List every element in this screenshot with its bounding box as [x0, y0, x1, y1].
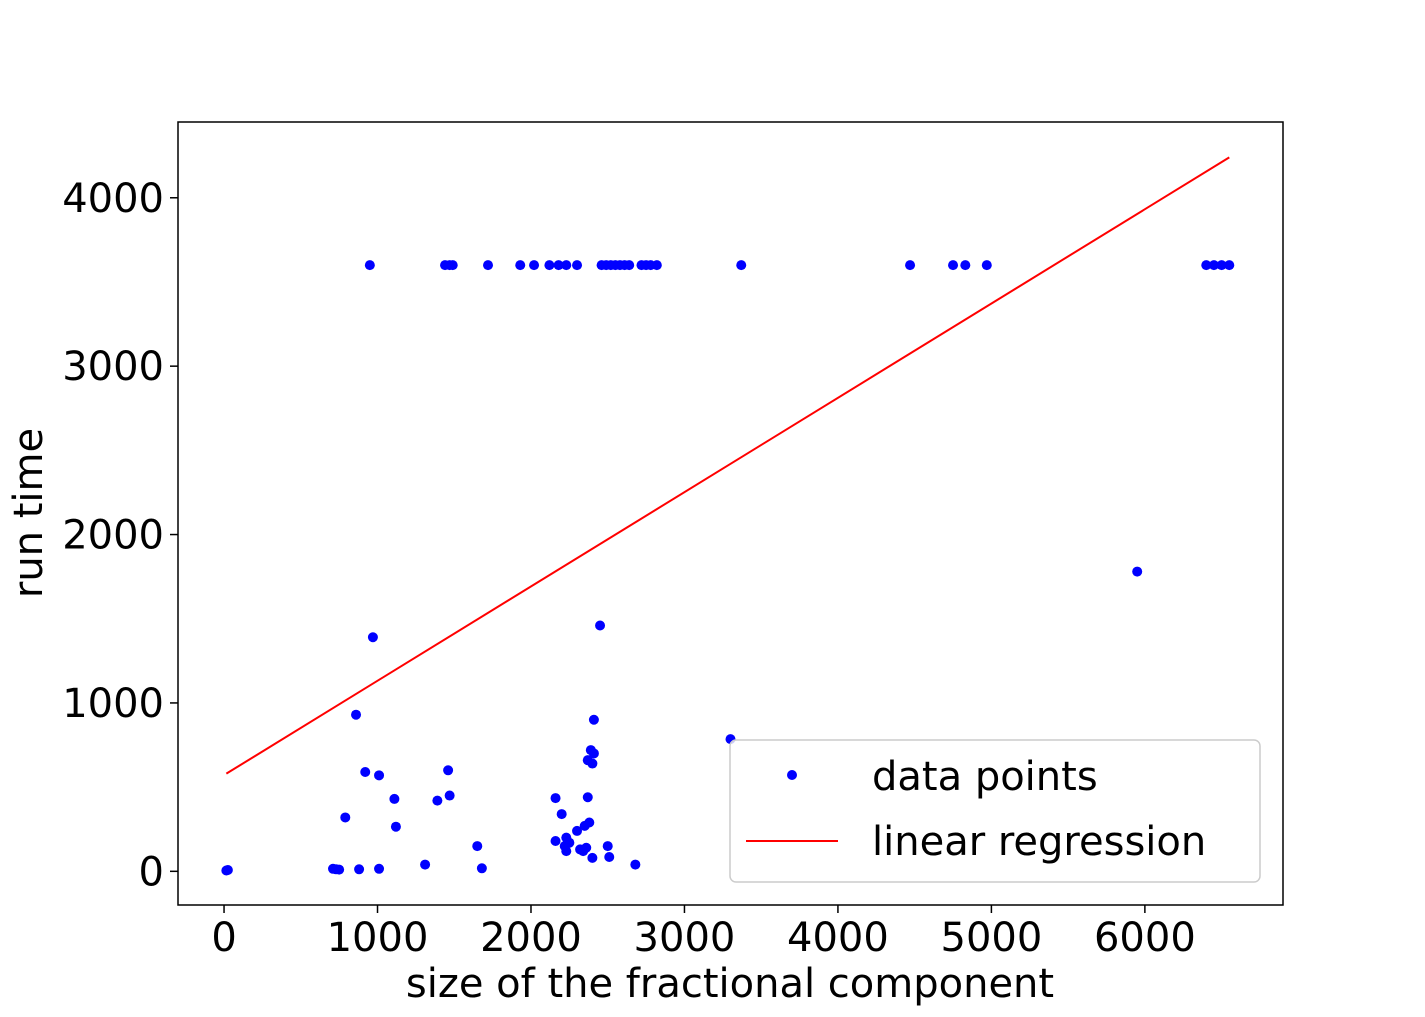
- legend-label-linear-regression: linear regression: [872, 819, 1206, 865]
- data-point: [981, 260, 992, 271]
- data-point: [581, 842, 592, 853]
- data-point: [374, 863, 385, 874]
- y-tick-label: 0: [139, 849, 164, 895]
- data-point: [550, 793, 561, 804]
- data-point: [561, 260, 572, 271]
- data-point: [587, 852, 598, 863]
- y-axis-ticks: 0 1000 2000 3000 4000: [62, 176, 178, 895]
- y-axis-label: run time: [6, 428, 52, 598]
- data-point: [960, 260, 971, 271]
- y-tick-label: 3000: [62, 344, 164, 390]
- x-tick-label: 0: [211, 915, 236, 961]
- data-point: [651, 260, 662, 271]
- data-point: [905, 260, 916, 271]
- points-layer: [221, 260, 1235, 876]
- data-point: [334, 864, 345, 875]
- data-point: [630, 859, 641, 870]
- x-tick-label: 5000: [941, 915, 1043, 961]
- data-point: [561, 846, 572, 857]
- data-point: [544, 260, 555, 271]
- data-point: [476, 863, 487, 874]
- legend-marker-data-points: [787, 770, 797, 780]
- data-point: [443, 765, 454, 776]
- data-point: [374, 770, 385, 781]
- data-point: [364, 260, 375, 271]
- data-point: [588, 748, 599, 759]
- data-point: [447, 260, 458, 271]
- legend-box: [729, 739, 1261, 883]
- data-point: [222, 864, 233, 875]
- data-point: [444, 790, 455, 801]
- data-point: [572, 825, 583, 836]
- y-tick-label: 4000: [62, 176, 164, 222]
- legend: data points linear regression: [729, 739, 1261, 883]
- data-point: [390, 821, 401, 832]
- data-point: [432, 795, 443, 806]
- data-point: [572, 260, 583, 271]
- data-point: [587, 758, 598, 769]
- data-point: [1132, 566, 1143, 577]
- x-axis-label: size of the fractional component: [406, 961, 1054, 1007]
- data-point: [624, 260, 635, 271]
- x-axis-ticks: 0 1000 2000 3000 4000 5000 6000: [211, 905, 1196, 961]
- x-tick-label: 3000: [634, 915, 736, 961]
- data-point: [515, 260, 526, 271]
- data-point: [550, 836, 561, 847]
- data-point: [351, 709, 362, 720]
- data-point: [584, 817, 595, 828]
- data-point: [420, 859, 431, 870]
- data-point: [529, 260, 540, 271]
- data-point: [472, 841, 483, 852]
- data-point: [556, 809, 567, 820]
- x-tick-label: 6000: [1094, 915, 1196, 961]
- data-point: [367, 632, 378, 643]
- data-point: [595, 620, 606, 631]
- x-tick-label: 4000: [787, 915, 889, 961]
- data-point: [1201, 260, 1212, 271]
- data-point: [340, 812, 351, 823]
- x-tick-label: 1000: [327, 915, 429, 961]
- data-point: [354, 864, 365, 875]
- data-point: [588, 714, 599, 725]
- regression-line: [225, 156, 1230, 775]
- data-point: [736, 260, 747, 271]
- data-point: [1224, 260, 1235, 271]
- data-point: [602, 841, 613, 852]
- data-point: [483, 260, 494, 271]
- data-point: [564, 837, 575, 848]
- legend-label-data-points: data points: [872, 754, 1098, 800]
- y-tick-label: 1000: [62, 681, 164, 727]
- y-tick-label: 2000: [62, 513, 164, 559]
- data-point: [389, 793, 400, 804]
- data-point: [1216, 260, 1227, 271]
- regression-layer: [225, 156, 1230, 775]
- data-point: [604, 852, 615, 863]
- plot-frame: [177, 121, 1284, 906]
- x-tick-label: 2000: [480, 915, 582, 961]
- data-point: [360, 766, 371, 777]
- data-point: [582, 792, 593, 803]
- data-point: [948, 260, 959, 271]
- data-point: [553, 260, 564, 271]
- data-point: [1208, 260, 1219, 271]
